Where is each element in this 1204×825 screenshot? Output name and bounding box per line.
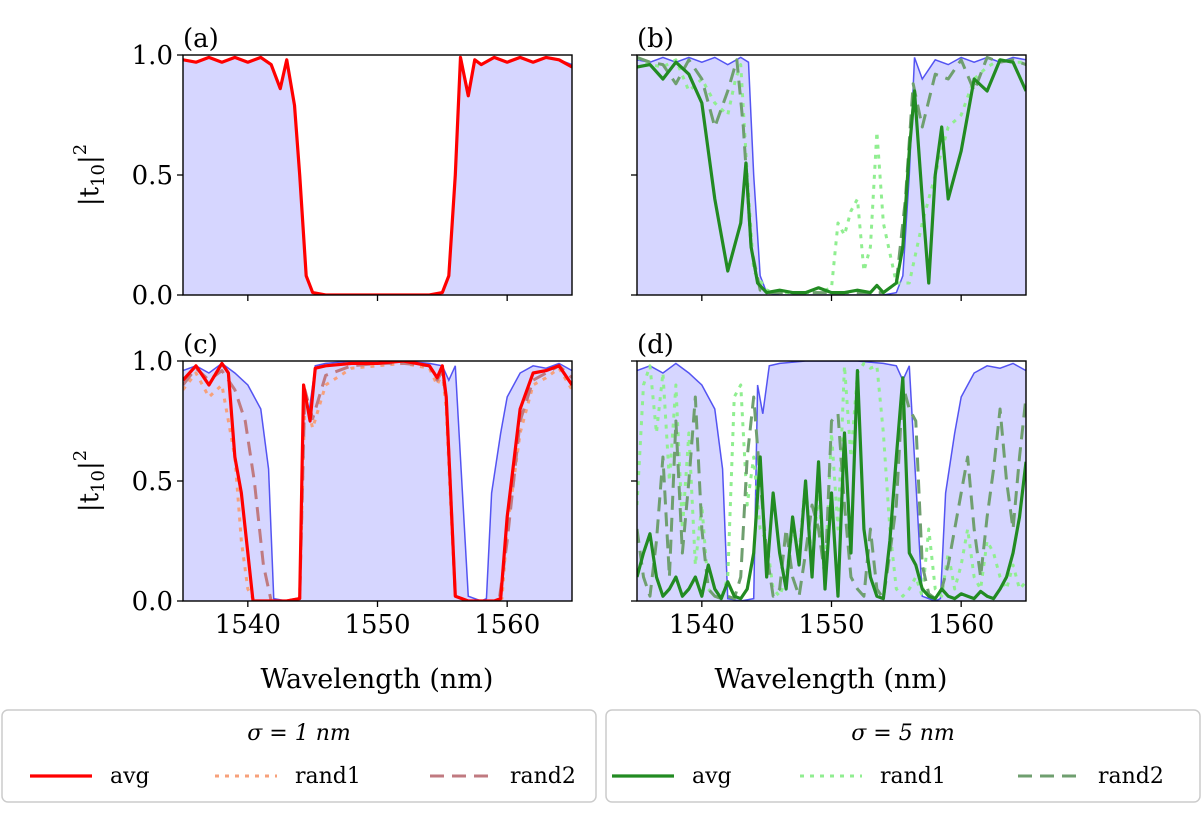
legend-sigma-1: σ = 1 nm avg rand1 rand2: [1, 709, 597, 803]
legend-label-avg: avg: [110, 764, 150, 789]
reference-line: [637, 361, 1026, 601]
x-tick-label: 1540: [669, 610, 735, 640]
y-label-sup: 2: [70, 450, 91, 461]
panel-label: (b): [637, 24, 674, 54]
y-label-main: |t: [75, 492, 105, 512]
x-tick-label: 1540: [215, 610, 281, 640]
legend-label-rand1: rand1: [880, 764, 946, 789]
y-label-main: |t: [75, 186, 105, 206]
reference-fill: [183, 57, 572, 295]
y-label-sub: 10: [88, 164, 109, 187]
x-axis-label-right: Wavelength (nm): [715, 664, 948, 695]
x-axis-label-left: Wavelength (nm): [261, 664, 494, 695]
x-tick-label: 1560: [928, 610, 994, 640]
panels-group: 0.0 0.5 1.0 (a) (b) 0.0 0.5 1.0 1540 1550 1560 (c) 1…: [132, 24, 1027, 640]
series-avg: [637, 58, 1026, 295]
y-tick-label: 0.5: [132, 467, 173, 497]
reference-line: [637, 56, 1026, 295]
reference-line: [183, 361, 572, 601]
series-avg: [637, 369, 1026, 601]
y-axis-label-top: |t10|2: [70, 144, 109, 206]
panel-c: 0.0 0.5 1.0 1540 1550 1560 (c): [132, 330, 573, 640]
panel-label: (c): [183, 330, 218, 360]
x-tick-label: 1550: [798, 610, 864, 640]
legend-title: σ = 5 nm: [851, 721, 954, 746]
series-rand2: [637, 55, 1026, 295]
panel-label: (a): [183, 24, 219, 54]
y-axis-label-bottom: |t10|2: [70, 450, 109, 512]
legend-sigma-5: σ = 5 nm avg rand1 rand2: [605, 709, 1201, 803]
y-label-sup: 2: [70, 144, 91, 155]
series-avg: [183, 361, 572, 601]
plot-area: [637, 55, 1026, 295]
panel-b: (b): [631, 24, 1027, 301]
legend-label-rand2: rand2: [1098, 764, 1164, 789]
plot-area: [183, 361, 572, 601]
plot-area: [183, 55, 572, 295]
plot-area: [637, 361, 1026, 601]
reference-fill: [637, 361, 1026, 601]
y-tick-label: 0.5: [132, 161, 173, 191]
x-tick-label: 1560: [474, 610, 540, 640]
series-rand1: [637, 56, 1026, 295]
legend-label-rand1: rand1: [295, 764, 361, 789]
y-label-sub: 10: [88, 470, 109, 493]
y-tick-label: 1.0: [132, 41, 173, 71]
legend-label-rand2: rand2: [510, 764, 576, 789]
y-tick-label: 0.0: [132, 587, 173, 617]
y-tick-label: 0.0: [132, 281, 173, 311]
legend-title: σ = 1 nm: [247, 721, 350, 746]
reference-fill: [637, 57, 1026, 295]
panel-label: (d): [637, 330, 674, 360]
series-avg: [183, 55, 572, 295]
legend-label-avg: avg: [692, 764, 732, 789]
panel-a: 0.0 0.5 1.0 (a): [132, 24, 573, 311]
y-tick-label: 1.0: [132, 347, 173, 377]
reference-fill: [183, 361, 572, 601]
series-rand2: [637, 383, 1026, 601]
panel-d: 1540 1550 1560 (d): [631, 330, 1027, 640]
x-tick-label: 1550: [344, 610, 410, 640]
